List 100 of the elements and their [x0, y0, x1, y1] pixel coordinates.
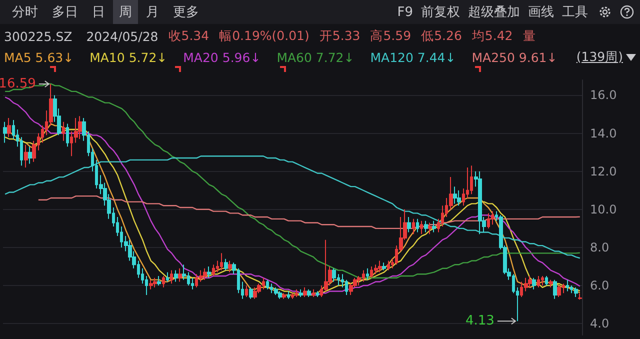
- text: MA250: [472, 50, 516, 64]
- candlestick: [212, 264, 215, 277]
- candlestick: [162, 276, 165, 288]
- candlestick: [332, 268, 336, 282]
- y-tick-label: 6.0: [590, 278, 610, 293]
- candlestick: [170, 270, 173, 284]
- candlestick: [28, 146, 32, 164]
- candlestick: [3, 121, 7, 144]
- candlestick: [274, 286, 278, 296]
- candlestick: [387, 260, 390, 271]
- candlestick: [532, 277, 536, 290]
- text: 周: [113, 0, 138, 24]
- y-tick-label: 10.0: [590, 202, 617, 216]
- line-series: [38, 195, 581, 230]
- text: 多日: [51, 4, 79, 22]
- candlestick: [566, 279, 569, 292]
- candlestick: [374, 264, 378, 275]
- candlestick: [282, 292, 286, 300]
- y-tick-label: 16.0: [590, 88, 617, 102]
- candlestick: [149, 279, 153, 290]
- candlestick: [307, 288, 311, 298]
- candlestick: [153, 277, 157, 288]
- text: 前复权: [420, 4, 461, 22]
- candlestick: [478, 170, 482, 235]
- candlestick: [62, 121, 65, 142]
- candlestick: [303, 286, 307, 298]
- candlestick: [549, 279, 553, 288]
- candlestick: [207, 266, 211, 278]
- y-tick-label: 14.0: [590, 126, 617, 140]
- candlestick: [312, 288, 315, 298]
- text: 2024/05/28: [86, 28, 158, 44]
- text: 幅0.19%(0.01): [219, 28, 310, 44]
- text: (139周): [576, 48, 623, 66]
- candlestick: [537, 276, 540, 288]
- candlestick: [174, 270, 178, 282]
- text: 更多: [172, 4, 200, 22]
- candlestick: [487, 212, 490, 229]
- text: MA120: [370, 50, 414, 64]
- annotation: 16.59: [0, 76, 36, 92]
- candlestick: [278, 290, 282, 300]
- candlestick: [457, 190, 461, 206]
- text: 收5.34: [168, 28, 210, 44]
- text: 7.72↓: [316, 50, 354, 64]
- candlestick: [78, 116, 82, 140]
- candlestick: [378, 260, 382, 273]
- candlestick: [295, 288, 298, 298]
- text: 超级叠加: [467, 4, 521, 22]
- y-tick-label: 4.0: [590, 316, 610, 331]
- candlestick: [366, 268, 369, 280]
- candlestick: [557, 285, 561, 298]
- candlestick: [266, 279, 269, 290]
- text: MA60: [276, 50, 313, 64]
- candlestick: [553, 279, 557, 300]
- candlestick: [412, 218, 415, 235]
- candlestick: [7, 118, 11, 138]
- candlestick: [24, 144, 28, 168]
- candlestick: [220, 252, 223, 271]
- candlestick: [541, 276, 544, 286]
- candlestick: [416, 218, 419, 233]
- text: 开5.33: [319, 28, 360, 44]
- annotation: 4.13: [465, 314, 494, 329]
- text: 9.61↓: [518, 50, 558, 64]
- text: 7.44↓: [417, 50, 456, 64]
- candlestick: [453, 186, 457, 204]
- candlestick: [166, 272, 169, 282]
- candlestick: [470, 165, 473, 195]
- text: MA20: [183, 50, 220, 64]
- candlestick: [66, 123, 69, 148]
- candlestick: [291, 292, 294, 300]
- text: 高5.59: [370, 28, 412, 44]
- text: 5.96↓: [222, 50, 261, 64]
- text: 量: [522, 28, 536, 44]
- candlestick: [424, 220, 428, 233]
- candlestick: [545, 276, 548, 286]
- candlestick: [491, 210, 494, 226]
- candlestick: [299, 288, 303, 298]
- candlestick: [420, 220, 423, 235]
- candlestick: [245, 285, 248, 298]
- text: MA5: [4, 50, 32, 64]
- candlestick: [574, 286, 578, 298]
- candlestick: [203, 268, 207, 280]
- text: 工具: [561, 4, 589, 22]
- candlestick: [316, 290, 319, 298]
- text: F9: [396, 4, 414, 22]
- candlestick: [428, 222, 432, 235]
- candlestick: [224, 258, 228, 271]
- text: MA10: [90, 50, 126, 64]
- text: 日: [91, 4, 106, 22]
- candlestick: [228, 260, 232, 273]
- text: 分时: [11, 4, 39, 22]
- text: 低5.26: [421, 28, 462, 44]
- text: 300225.SZ: [4, 28, 72, 44]
- candlestick: [382, 262, 386, 271]
- candlestick: [249, 286, 253, 300]
- candlestick: [528, 276, 532, 288]
- line-series: [4, 156, 581, 259]
- text: 画线: [527, 4, 555, 22]
- candlestick: [178, 268, 182, 282]
- y-tick-label: 12.0: [590, 164, 617, 178]
- text: 5.72↓: [128, 50, 168, 64]
